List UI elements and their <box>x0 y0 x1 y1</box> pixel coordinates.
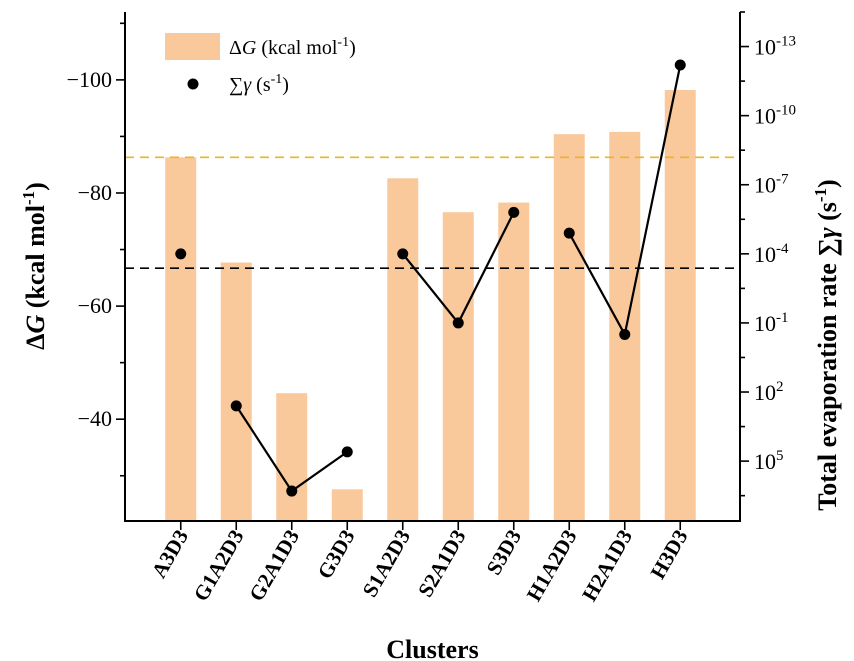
bar-G3D3 <box>332 489 363 521</box>
x-tick-label: S3D3 <box>481 526 526 579</box>
left-tick-label: −80 <box>78 180 112 205</box>
x-tick-label: S2A1D3 <box>413 526 471 602</box>
bar-S2A1D3 <box>443 212 474 521</box>
right-tick-label: 10-13 <box>754 34 796 60</box>
bar-series <box>165 90 696 521</box>
left-tick-label: −60 <box>78 293 112 318</box>
x-tick-label: G3D3 <box>313 526 360 583</box>
rate-point-S3D3 <box>508 207 519 218</box>
bar-S3D3 <box>498 203 529 521</box>
legend-swatch-rate <box>188 79 199 90</box>
right-tick-label: 10-1 <box>754 310 789 336</box>
x-tick-label: A3D3 <box>147 526 193 582</box>
x-tick-label: H3D3 <box>646 526 693 583</box>
right-axis-title: Total evaporation rate ∑γ (s-1) <box>811 179 842 510</box>
x-tick-label: G1A2D3 <box>189 526 249 606</box>
legend-swatch-bar <box>165 33 220 60</box>
bar-G1A2D3 <box>221 263 252 521</box>
legend: ΔG (kcal mol-1) ∑γ (s-1) <box>165 33 356 96</box>
rate-point-S2A1D3 <box>453 317 464 328</box>
rate-point-H2A1D3 <box>619 329 630 340</box>
right-tick-label: 10-4 <box>754 241 789 267</box>
left-axis-title: ΔG (kcal mol-1) <box>19 182 50 350</box>
legend-label-bar: ΔG (kcal mol-1) <box>229 35 356 59</box>
reference-lines <box>125 157 740 268</box>
rate-point-G1A2D3 <box>231 400 242 411</box>
right-tick-label: 10-10 <box>754 103 796 129</box>
bar-G2A1D3 <box>276 393 307 521</box>
rate-point-H1A2D3 <box>564 228 575 239</box>
bar-H2A1D3 <box>609 132 640 521</box>
axes: −40 −60 −80 −100 105 102 10-1 10-4 10-7 10-10 10-1… <box>19 12 842 605</box>
rate-point-A3D3 <box>175 248 186 259</box>
legend-label-rate: ∑γ (s-1) <box>229 72 289 96</box>
x-tick-label: S1A2D3 <box>358 526 416 602</box>
right-tick-label: 10-7 <box>754 172 789 198</box>
rate-point-G3D3 <box>342 446 353 457</box>
x-tick-label: H2A1D3 <box>577 526 637 606</box>
bar-H3D3 <box>665 90 696 521</box>
right-tick-label: 102 <box>754 379 784 405</box>
bar-H1A2D3 <box>554 134 585 521</box>
bar-S1A2D3 <box>387 178 418 521</box>
rate-series <box>175 59 686 496</box>
rate-point-S1A2D3 <box>397 248 408 259</box>
bar-A3D3 <box>165 157 196 521</box>
rate-point-G2A1D3 <box>286 486 297 497</box>
left-tick-label: −40 <box>78 406 112 431</box>
x-tick-label: G2A1D3 <box>244 526 304 606</box>
rate-point-H3D3 <box>675 59 686 70</box>
left-tick-label: −100 <box>67 67 112 92</box>
right-tick-label: 105 <box>754 448 784 474</box>
x-axis-title: Clusters <box>386 635 478 661</box>
x-tick-label: H1A2D3 <box>522 526 582 606</box>
